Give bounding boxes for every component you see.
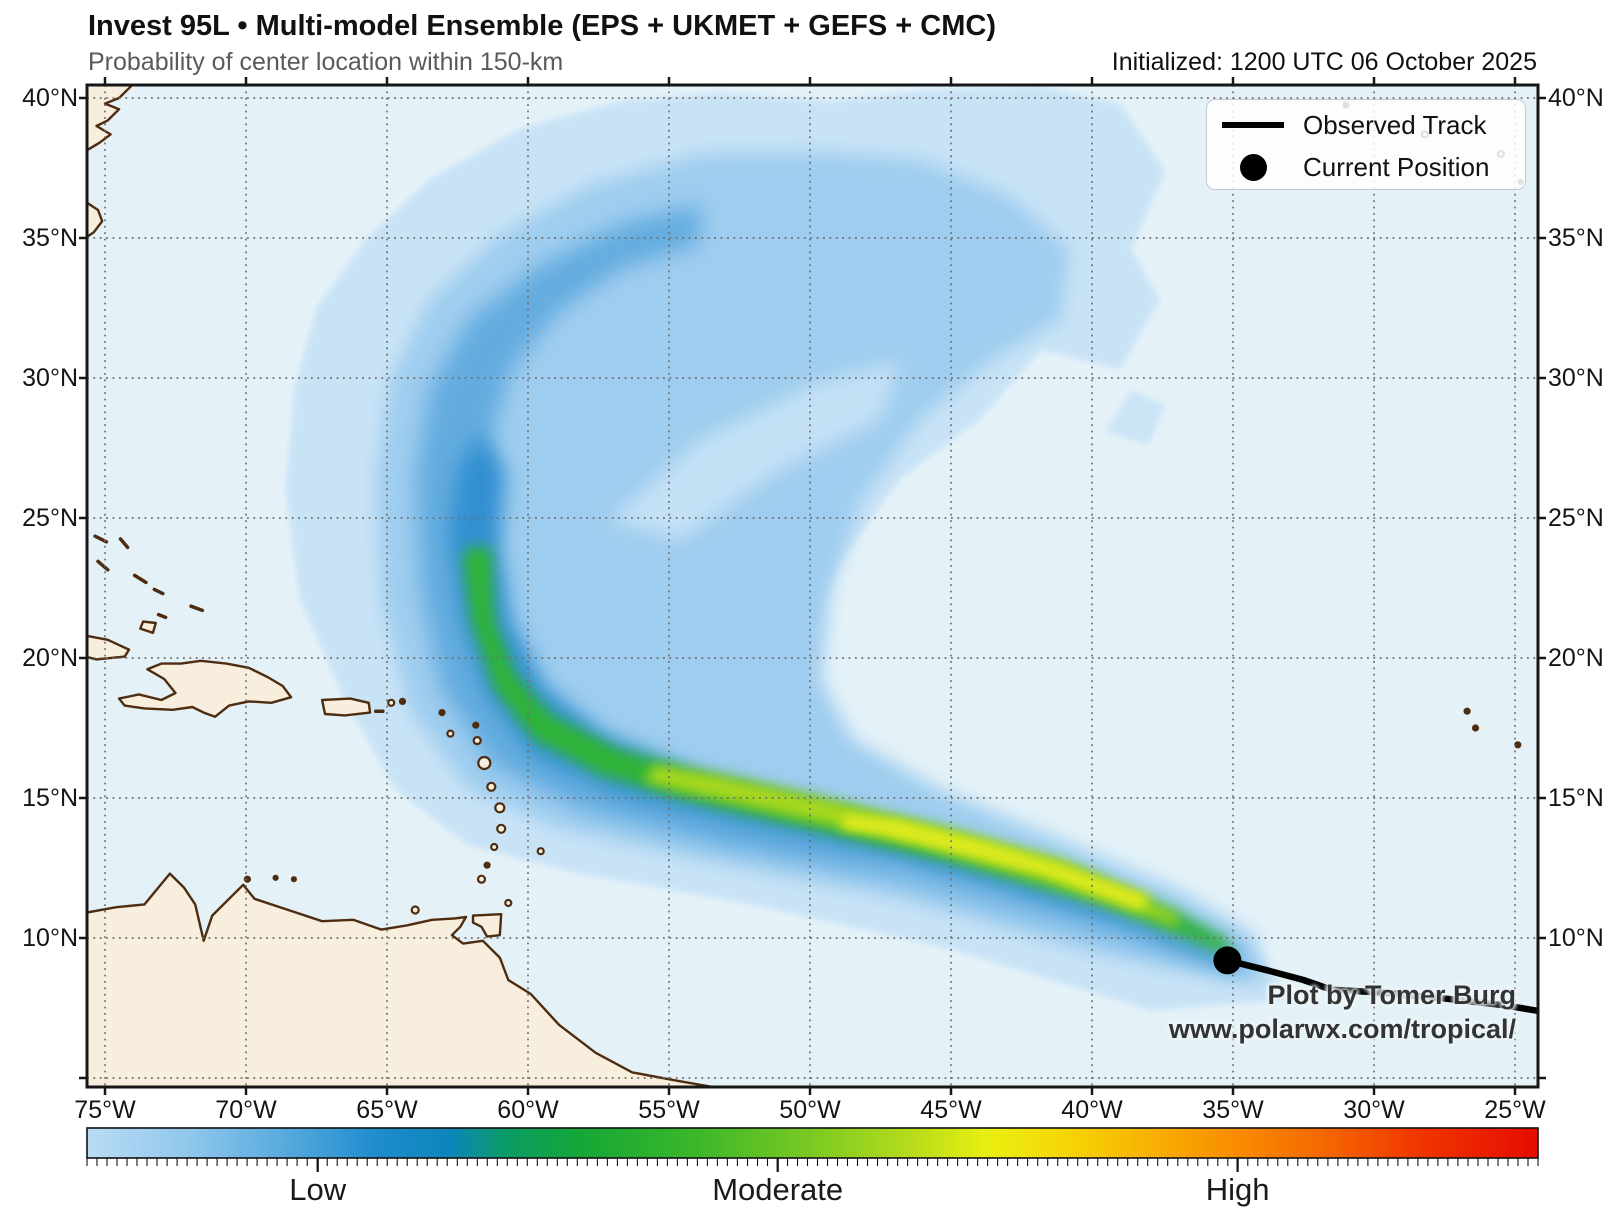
current-position-marker — [1213, 946, 1242, 975]
islet-bahamas-3 — [96, 559, 110, 572]
lat-label-left: 35°N — [22, 224, 78, 252]
map-legend: Observed Track Current Position — [1206, 99, 1526, 190]
islet — [483, 861, 491, 869]
islet-bahamas-2 — [118, 537, 130, 550]
map-border — [85, 83, 1540, 1089]
lat-label-left: 40°N — [22, 84, 78, 112]
islet — [477, 755, 492, 771]
islet-bahamas-4 — [132, 573, 148, 585]
current-position-dot-icon — [1221, 153, 1285, 181]
islet — [504, 898, 513, 908]
islet — [476, 874, 487, 884]
land-cuba-east — [87, 634, 131, 661]
plume-yellow-green — [643, 764, 1180, 927]
legend-item-current-position: Current Position — [1207, 148, 1489, 186]
figure-title: Invest 95L • Multi-model Ensemble (EPS +… — [88, 10, 996, 42]
lat-label-right: 35°N — [1548, 224, 1604, 252]
islet — [387, 698, 396, 707]
islet — [438, 708, 446, 717]
attribution-author: Plot by Tomer Burg — [1267, 980, 1516, 1010]
islet — [290, 876, 297, 883]
lon-label: 65°W — [356, 1096, 418, 1124]
legend-label: Current Position — [1303, 151, 1490, 182]
lon-label: 40°W — [1061, 1096, 1123, 1124]
lat-label-left: 15°N — [22, 784, 78, 812]
plume-pale-streak — [609, 361, 901, 541]
islet-turks-caicos — [189, 604, 205, 613]
initialization-time: Initialized: 1200 UTC 06 October 2025 — [1111, 48, 1537, 76]
legend-label: Observed Track — [1303, 109, 1487, 140]
land-us-east-coast — [87, 85, 134, 152]
islet — [496, 823, 507, 834]
islet — [1463, 707, 1471, 715]
legend-item-observed-track: Observed Track — [1207, 106, 1487, 144]
land-cape-hatteras — [87, 201, 104, 239]
figure-subtitle: Probability of center location within 15… — [88, 48, 564, 76]
islet — [446, 729, 455, 738]
islet — [1514, 741, 1522, 749]
colorbar-label-moderate: Moderate — [712, 1172, 844, 1207]
colorbar-label-low: Low — [289, 1172, 347, 1207]
lat-label-right: 20°N — [1548, 644, 1604, 672]
lon-label: 60°W — [497, 1096, 559, 1124]
colorbar — [86, 1127, 1539, 1159]
lat-label-right: 40°N — [1548, 84, 1604, 112]
lon-label: 45°W — [920, 1096, 982, 1124]
islet — [472, 721, 480, 729]
lon-label: 50°W — [779, 1096, 841, 1124]
attribution-url: www.polarwx.com/tropical/ — [1168, 1014, 1516, 1044]
islet-bahamas-6 — [156, 612, 168, 620]
islet — [1471, 724, 1480, 732]
lat-label-right: 15°N — [1548, 784, 1604, 812]
islet — [410, 905, 420, 915]
islet — [486, 781, 497, 792]
islet — [536, 847, 545, 856]
lat-label-left: 25°N — [22, 504, 78, 532]
islet-bahamas-5 — [152, 587, 165, 596]
islet — [272, 874, 279, 881]
plume-yellow-bright — [841, 814, 1152, 910]
lat-label-left: 30°N — [22, 364, 78, 392]
plume-outer-speck — [1106, 389, 1166, 446]
lon-label: 75°W — [74, 1096, 136, 1124]
islet — [243, 875, 251, 883]
colorbar-label-high: High — [1205, 1172, 1270, 1207]
islet — [472, 735, 482, 746]
lon-label: 30°W — [1343, 1096, 1405, 1124]
lat-label-right: 25°N — [1548, 504, 1604, 532]
land-trinidad — [471, 913, 503, 938]
lon-label: 70°W — [215, 1096, 277, 1124]
land-great-inagua — [139, 620, 158, 634]
observed-track-line — [1226, 957, 1538, 1015]
lat-label-right: 10°N — [1548, 924, 1604, 952]
islet — [398, 697, 407, 706]
observed-track-line-icon — [1221, 122, 1285, 128]
lat-label-right: 30°N — [1548, 364, 1604, 392]
land-south-america — [87, 872, 720, 1087]
lon-label: 25°W — [1484, 1096, 1546, 1124]
lat-label-left: 10°N — [22, 924, 78, 952]
map-canvas — [87, 85, 1538, 1087]
land-puerto-rico — [320, 697, 372, 717]
lon-label: 55°W — [638, 1096, 700, 1124]
lon-label: 35°W — [1202, 1096, 1264, 1124]
islet — [490, 842, 499, 852]
lat-label-left: 20°N — [22, 644, 78, 672]
islet — [494, 802, 506, 814]
land-hispaniola — [117, 659, 293, 718]
